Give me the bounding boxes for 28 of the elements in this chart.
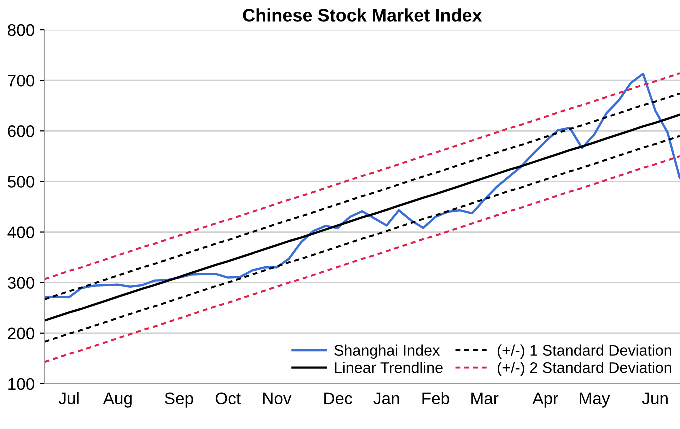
x-tick-label: May [580,392,610,408]
x-tick-label: Nov [263,392,292,405]
y-tick-label: 500 [8,176,35,188]
x-tick-label: Jan [374,392,400,405]
legend-label: Linear Trendline [335,362,443,374]
line-series [44,135,680,343]
x-tick-label: Sep [165,392,194,408]
chart-title: Chinese Stock Market Index [243,8,482,22]
x-tick-label: Jul [58,392,79,405]
y-tick-label: 300 [8,277,35,290]
legend-label: (+/-) 1 Standard Deviation [498,344,672,360]
legend-label: Shanghai Index [334,344,440,360]
line-series [44,114,680,322]
x-tick-label: Oct [216,392,241,405]
y-tick-label: 200 [8,328,35,340]
y-tick-label: 600 [8,126,35,138]
x-tick-label: Apr [532,392,558,408]
y-tick-label: 700 [8,74,35,87]
x-tick-label: Aug [103,392,132,408]
y-tick-label: 400 [8,226,35,238]
legend-label: (+/-) 2 Standard Deviation [498,362,672,376]
x-tick-label: Feb [422,392,450,405]
y-tick-label: 800 [8,24,35,36]
line-series [44,155,680,364]
x-tick-label: Dec [324,392,352,405]
x-tick-label: Jun [642,392,668,405]
x-tick-label: Mar [472,392,499,405]
y-tick-label: 100 [8,378,35,390]
